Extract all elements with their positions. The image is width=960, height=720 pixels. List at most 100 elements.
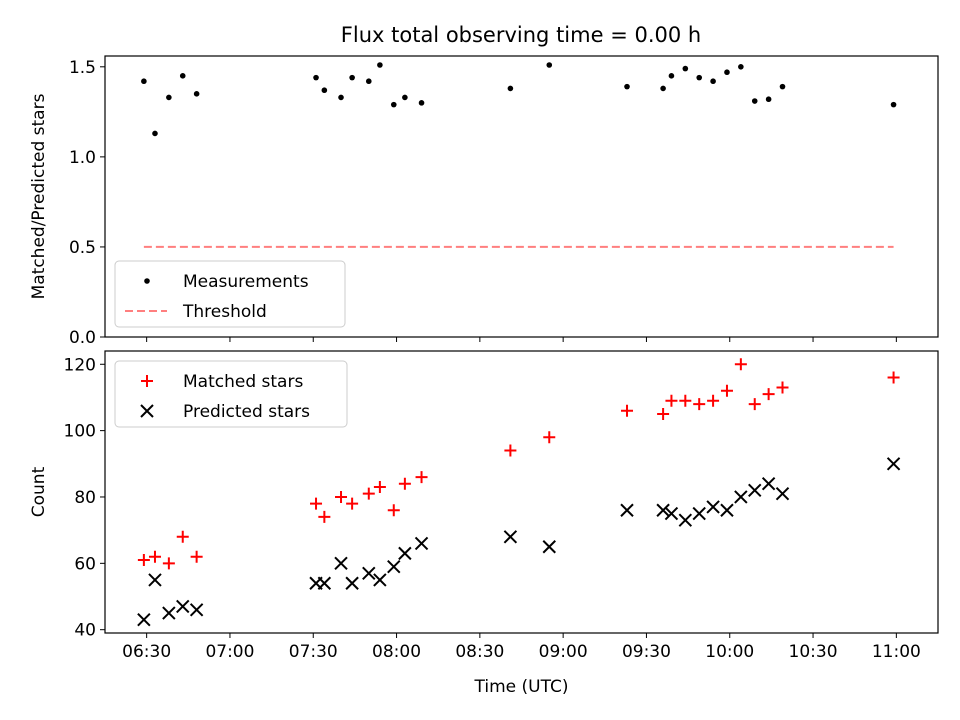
y-tick-label: 40 bbox=[74, 621, 96, 641]
measurement-point bbox=[179, 73, 186, 79]
predicted-star-point bbox=[706, 500, 720, 514]
legend-label: Measurements bbox=[183, 272, 309, 292]
matched-star-point bbox=[318, 510, 331, 523]
matched-star-point bbox=[679, 394, 692, 407]
predicted-star-point bbox=[734, 490, 748, 504]
series-measurements bbox=[141, 62, 897, 137]
matched-star-point bbox=[707, 394, 720, 407]
predicted-star-point bbox=[148, 573, 162, 587]
matched-star-point bbox=[621, 404, 634, 417]
x-tick-label: 09:30 bbox=[622, 642, 671, 662]
matched-star-point bbox=[734, 358, 747, 371]
matched-star-point bbox=[762, 388, 775, 401]
predicted-star-point bbox=[720, 503, 734, 517]
x-tick-label: 09:00 bbox=[539, 642, 588, 662]
ratio-panel: 0.0 0.5 1.0 1.5 Matched/Predicted stars Measu… bbox=[29, 55, 939, 348]
y-tick-label: 1.0 bbox=[69, 148, 96, 168]
y-tick-label: 0.0 bbox=[69, 328, 96, 348]
predicted-star-point bbox=[542, 540, 556, 554]
y-axis-label: Count bbox=[29, 466, 49, 517]
matched-star-point bbox=[373, 481, 386, 494]
series-predicted-stars bbox=[137, 457, 901, 627]
measurement-point bbox=[418, 100, 425, 106]
measurement-point bbox=[546, 62, 553, 68]
y-tick-label: 0.5 bbox=[69, 238, 96, 258]
matched-star-point bbox=[543, 431, 556, 444]
measurement-point bbox=[166, 94, 172, 101]
matched-star-point bbox=[346, 497, 359, 510]
predicted-star-point bbox=[362, 566, 376, 580]
y-tick-label: 60 bbox=[74, 554, 96, 574]
x-tick-label: 08:30 bbox=[455, 642, 504, 662]
measurement-point bbox=[660, 85, 666, 92]
predicted-star-point bbox=[664, 506, 679, 521]
matched-star-point bbox=[162, 557, 175, 570]
y-tick-label: 80 bbox=[74, 488, 96, 508]
y-tick-label: 120 bbox=[64, 355, 96, 375]
matched-star-point bbox=[415, 471, 428, 484]
x-tick-label: 10:00 bbox=[705, 642, 754, 662]
measurement-point bbox=[365, 78, 372, 85]
measurement-point bbox=[313, 74, 319, 81]
legend-matched-swatch bbox=[141, 375, 153, 387]
measurement-point bbox=[779, 83, 786, 90]
series-matched-stars bbox=[137, 358, 900, 570]
measurement-point bbox=[507, 85, 514, 92]
legend-box bbox=[114, 260, 346, 328]
measurement-point bbox=[377, 62, 383, 68]
measurement-point bbox=[402, 94, 408, 101]
legend-label: Matched stars bbox=[183, 372, 303, 392]
predicted-star-point bbox=[176, 599, 190, 614]
measurement-point bbox=[751, 98, 758, 104]
plot-frame bbox=[104, 55, 939, 338]
y-tick-label: 1.5 bbox=[69, 58, 96, 78]
matched-star-point bbox=[693, 398, 706, 411]
legend-label: Predicted stars bbox=[183, 402, 310, 422]
predicted-star-point bbox=[886, 457, 901, 471]
legend-predicted-swatch bbox=[140, 404, 154, 418]
matched-star-point bbox=[335, 490, 348, 503]
predicted-star-point bbox=[317, 576, 332, 590]
measurement-point bbox=[338, 94, 344, 101]
x-tick-label: 10:30 bbox=[789, 642, 838, 662]
predicted-star-point bbox=[748, 483, 762, 498]
predicted-star-point bbox=[761, 476, 776, 491]
predicted-star-point bbox=[345, 576, 359, 590]
matched-star-point bbox=[748, 398, 761, 411]
predicted-star-point bbox=[503, 530, 518, 544]
measurement-point bbox=[668, 73, 675, 79]
measurement-point bbox=[724, 69, 730, 76]
measurement-point bbox=[765, 96, 772, 103]
x-tick-label: 11:00 bbox=[872, 642, 921, 662]
predicted-star-point bbox=[398, 546, 412, 561]
predicted-star-point bbox=[678, 513, 693, 527]
y-tick-label: 100 bbox=[64, 422, 96, 442]
matched-star-point bbox=[387, 504, 400, 517]
measurement-point bbox=[141, 78, 147, 85]
x-tick-label: 07:00 bbox=[205, 642, 254, 662]
matched-star-point bbox=[190, 550, 203, 563]
matched-star-point bbox=[176, 530, 189, 543]
y-axis-label: Matched/Predicted stars bbox=[29, 93, 49, 299]
matched-star-point bbox=[657, 408, 670, 421]
measurement-point bbox=[321, 87, 328, 94]
x-tick-label: 08:00 bbox=[372, 642, 421, 662]
measurement-point bbox=[390, 101, 397, 108]
matched-star-point bbox=[887, 371, 900, 384]
x-tick-label: 06:30 bbox=[122, 642, 171, 662]
x-tick-label: 07:30 bbox=[289, 642, 338, 662]
measurement-point bbox=[890, 101, 897, 108]
legend-label: Threshold bbox=[182, 302, 267, 322]
matched-star-point bbox=[720, 384, 733, 397]
legend-measurement-swatch bbox=[144, 278, 150, 284]
plot-frame bbox=[104, 350, 939, 634]
predicted-star-point bbox=[334, 556, 348, 571]
predicted-star-point bbox=[414, 536, 429, 551]
matched-star-point bbox=[504, 444, 517, 457]
matched-star-point bbox=[776, 381, 789, 394]
measurement-point bbox=[710, 78, 716, 85]
matched-star-point bbox=[398, 477, 411, 490]
matched-star-point bbox=[148, 550, 161, 563]
